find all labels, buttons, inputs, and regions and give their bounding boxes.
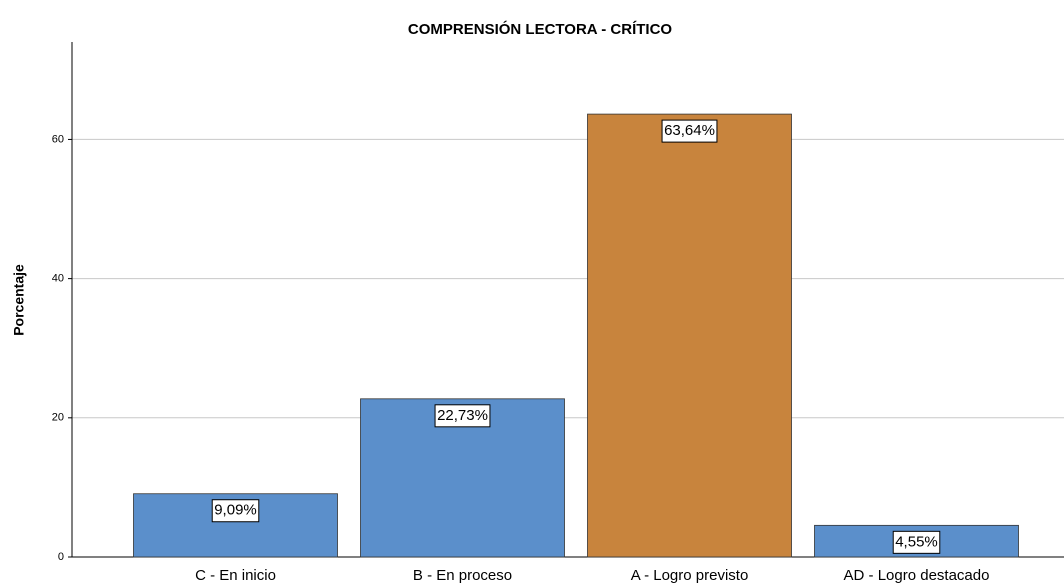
value-label: 63,64% <box>664 122 715 139</box>
value-label-box <box>661 119 718 143</box>
y-tick-label: 0 <box>58 551 64 563</box>
x-tick-label: A - Logro previsto <box>631 567 749 584</box>
value-label: 9,09% <box>214 502 257 519</box>
value-label: 4,55% <box>895 533 938 550</box>
y-tick-label: 40 <box>52 273 64 285</box>
y-tick-label: 60 <box>52 133 64 145</box>
value-label-box <box>892 530 941 554</box>
x-tick-label: B - En proceso <box>413 567 512 584</box>
y-tick-label: 20 <box>52 412 64 424</box>
value-label: 22,73% <box>437 407 488 424</box>
bar <box>587 113 792 558</box>
x-tick-label: AD - Logro destacado <box>844 567 990 584</box>
y-axis-label: Porcentaje <box>11 264 27 336</box>
x-tick-label: C - En inicio <box>195 567 276 584</box>
chart-title: COMPRENSIÓN LECTORA - CRÍTICO <box>408 20 673 38</box>
value-label-box <box>434 404 491 428</box>
value-label-box <box>211 499 260 523</box>
